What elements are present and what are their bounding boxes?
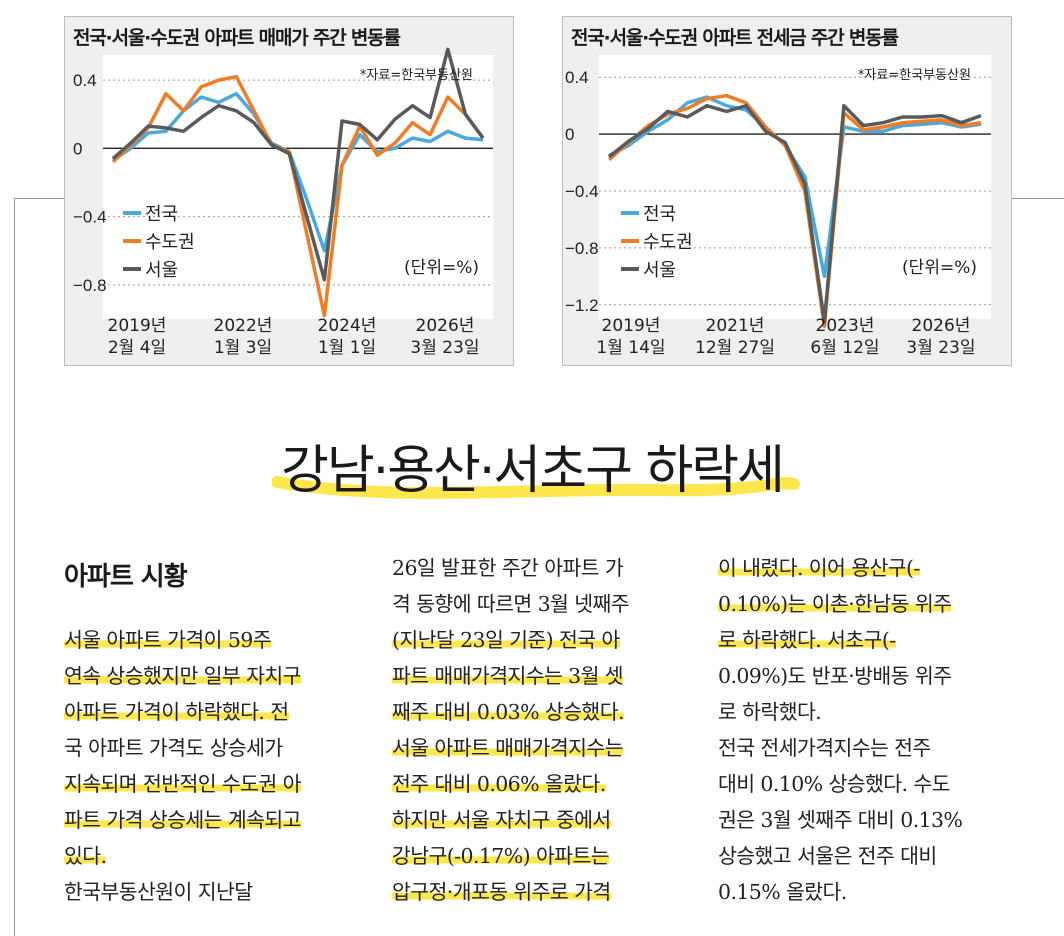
x-tick-label: 2019년 xyxy=(602,316,661,336)
series-line-2 xyxy=(111,74,485,318)
unit-label: (단위=%) xyxy=(902,258,977,278)
x-tick-label: 6월 12일 xyxy=(810,338,879,358)
text-line: 압구정·개포동 위주로 가격 xyxy=(392,880,611,904)
text-line: 서울 아파트 가격이 59주 xyxy=(64,628,272,652)
legend-label: 전국 xyxy=(145,204,178,225)
text-line: 파트 가격 상승세는 계속되고 xyxy=(64,808,301,832)
text-line: 서울 아파트 매매가격지수는 xyxy=(392,736,624,760)
frame-line-top-right xyxy=(1012,198,1064,199)
y-tick-label: −0.4 xyxy=(565,182,599,201)
chart-jeonse-price: 전국·서울·수도권 아파트 전세금 주간 변동률 0.4 0 −0.4 −0.8 −1.… xyxy=(562,16,1012,366)
series-line-3 xyxy=(607,103,982,324)
text-line: 로 하락했다. 서초구(- xyxy=(718,628,896,652)
x-tick-label: 2021년 xyxy=(706,316,765,336)
x-tick-label: 3월 23일 xyxy=(906,338,975,358)
x-tick-label: 2026년 xyxy=(416,316,475,336)
text-line: 격 동향에 따르면 3월 넷째주 xyxy=(392,592,630,616)
legend-label: 서울 xyxy=(145,260,178,281)
text-line: 연속 상승했지만 일부 자치구 xyxy=(64,664,301,688)
legend-label: 전국 xyxy=(643,204,676,225)
legend-label: 서울 xyxy=(643,260,676,281)
article-column-2: 26일 발표한 주간 아파트 가 격 동향에 따르면 3월 넷째주 (지난달 2… xyxy=(392,550,692,910)
x-tick-label: 2019년 xyxy=(108,316,167,336)
text-line: 지속되며 전반적인 수도권 아 xyxy=(64,772,301,796)
text-line: 한국부동산원이 지난달 xyxy=(64,880,253,904)
frame-line-top-left xyxy=(14,198,64,199)
frame-line-left xyxy=(14,198,15,936)
x-tick-label: 2022년 xyxy=(214,316,273,336)
section-label: 아파트 시황 xyxy=(64,562,188,592)
y-tick-label: 0 xyxy=(73,139,82,158)
article-column-3: 이 내렸다. 이어 용산구(- 0.10%)는 이촌·한남동 위주 로 하락했다… xyxy=(718,550,1018,910)
unit-label: (단위=%) xyxy=(404,258,479,278)
text-line: 째주 대비 0.03% 상승했다. xyxy=(392,700,624,724)
y-tick-label: 0.4 xyxy=(565,68,589,87)
x-tick-label: 2024년 xyxy=(318,316,377,336)
chart-sale-price: 전국·서울·수도권 아파트 매매가 주간 변동률 0.4 0 −0.4 −0.8 *자료… xyxy=(64,16,514,366)
text-line: 있다. xyxy=(64,844,107,868)
text-line: 전주 대비 0.06% 올랐다. xyxy=(392,772,606,796)
text-line: 하지만 서울 자치구 중에서 xyxy=(392,808,611,832)
y-tick-label: 0.4 xyxy=(73,71,97,90)
text-line: 로 하락했다. xyxy=(718,700,822,724)
y-tick-label: −0.8 xyxy=(565,239,599,258)
text-line: 0.15% 올랐다. xyxy=(718,880,847,904)
x-tick-label: 12월 27일 xyxy=(695,338,775,358)
x-tick-label: 3월 23일 xyxy=(410,338,479,358)
source-note: *자료=한국부동산원 xyxy=(858,68,971,83)
y-tick-label: −0.4 xyxy=(73,208,107,227)
x-tick-label: 1월 14일 xyxy=(596,338,665,358)
series-line-3 xyxy=(111,47,485,282)
source-note: *자료=한국부동산원 xyxy=(360,68,473,83)
headline: 강남·용산·서초구 하락세 xyxy=(281,441,785,501)
x-tick-label: 1월 1일 xyxy=(318,338,376,358)
y-tick-label: −0.8 xyxy=(73,276,107,295)
text-line: 26일 발표한 주간 아파트 가 xyxy=(392,556,624,580)
text-line: 0.09%)도 반포·방배동 위주 xyxy=(718,664,952,688)
text-line: 강남구(-0.17%) 아파트는 xyxy=(392,844,610,868)
text-line: (지난달 23일 기준) 전국 아 xyxy=(392,628,620,652)
text-line: 아파트 가격이 하락했다. 전 xyxy=(64,700,289,724)
text-line: 대비 0.10% 상승했다. 수도 xyxy=(718,772,950,796)
legend-label: 수도권 xyxy=(145,232,195,253)
text-line: 권은 3월 셋째주 대비 0.13% xyxy=(718,808,963,832)
plot-area xyxy=(599,55,991,319)
headline-underline xyxy=(272,476,800,499)
x-tick-label: 2023년 xyxy=(816,316,875,336)
text-line: 전국 전세가격지수는 전주 xyxy=(718,736,931,760)
article-column-1: 서울 아파트 가격이 59주 연속 상승했지만 일부 자치구 아파트 가격이 하… xyxy=(64,622,364,910)
chart-title: 전국·서울·수도권 아파트 전세금 주간 변동률 xyxy=(571,27,899,49)
x-tick-label: 2월 4일 xyxy=(108,338,166,358)
y-tick-label: 0 xyxy=(565,125,574,144)
x-tick-label: 1월 3일 xyxy=(214,338,272,358)
y-tick-label: −1.2 xyxy=(565,296,599,315)
text-line: 상승했고 서울은 전주 대비 xyxy=(718,844,937,868)
text-line: 국 아파트 가격도 상승세가 xyxy=(64,736,283,760)
x-tick-label: 2026년 xyxy=(912,316,971,336)
text-line: 0.10%)는 이촌·한남동 위주 xyxy=(718,592,952,616)
legend-label: 수도권 xyxy=(643,232,693,253)
series-line-1 xyxy=(112,91,484,253)
text-line: 이 내렸다. 이어 용산구(- xyxy=(718,556,920,580)
text-line: 파트 매매가격지수는 3월 셋 xyxy=(392,664,624,688)
chart-title: 전국·서울·수도권 아파트 매매가 주간 변동률 xyxy=(73,27,401,49)
